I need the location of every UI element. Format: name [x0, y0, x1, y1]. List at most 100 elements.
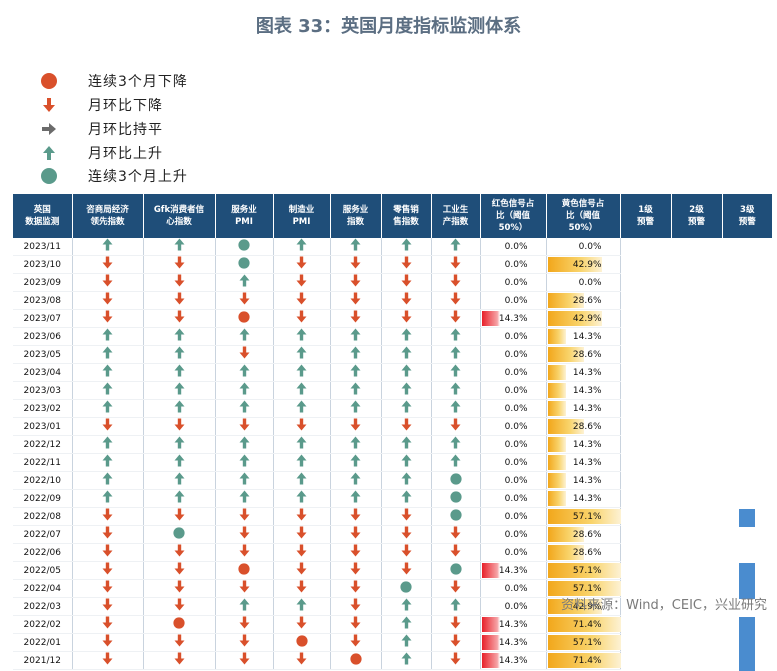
gray-right-arrow-icon — [40, 120, 58, 138]
signal-cell — [72, 400, 143, 418]
green-up-arrow-icon — [102, 472, 113, 489]
red-signal-value: 14.3% — [481, 619, 546, 631]
source-note: 资料来源：Wind，CEIC，兴业研究 — [561, 594, 767, 613]
signal-cell — [330, 562, 381, 580]
signal-cell — [273, 490, 330, 508]
red-circle-icon — [350, 653, 362, 669]
legend-item: 月环比下降 — [40, 95, 163, 115]
green-up-arrow-icon — [174, 490, 185, 507]
yellow-signal-value: 28.6% — [547, 421, 620, 433]
warning-cell — [671, 256, 722, 274]
signal-cell — [330, 544, 381, 562]
signal-cell — [431, 382, 480, 400]
signal-cell — [431, 544, 480, 562]
green-up-arrow-icon — [350, 490, 361, 507]
yellow-signal-value: 42.9% — [547, 313, 620, 325]
red-circle-icon — [238, 311, 250, 327]
green-up-arrow-icon — [401, 346, 412, 363]
red-down-arrow-icon — [450, 274, 461, 291]
warning-cell — [722, 544, 772, 562]
green-up-arrow-icon — [401, 238, 412, 255]
signal-cell — [72, 634, 143, 652]
warning-cell — [722, 328, 772, 346]
signal-cell — [72, 364, 143, 382]
yellow-signal-value: 14.3% — [547, 475, 620, 487]
signal-cell — [381, 328, 431, 346]
signal-cell — [381, 454, 431, 472]
warning-cell — [722, 454, 772, 472]
signal-cell — [273, 256, 330, 274]
red-signal-cell: 14.3% — [480, 562, 546, 580]
yellow-signal-value: 14.3% — [547, 457, 620, 469]
warning-cell — [671, 346, 722, 364]
warning-cell — [620, 562, 671, 580]
signal-cell — [215, 652, 273, 670]
red-down-arrow-icon — [174, 256, 185, 273]
green-up-arrow-icon — [102, 400, 113, 417]
signal-cell — [431, 616, 480, 634]
green-up-arrow-icon — [296, 436, 307, 453]
green-up-arrow-icon — [350, 472, 361, 489]
red-signal-cell: 0.0% — [480, 598, 546, 616]
red-down-arrow-icon — [450, 580, 461, 597]
red-down-arrow-icon — [350, 274, 361, 291]
warning-cell — [722, 382, 772, 400]
legend-label: 连续3个月下降 — [88, 71, 188, 91]
signal-cell — [215, 580, 273, 598]
green-up-arrow-icon — [174, 472, 185, 489]
month-cell: 2022/08 — [13, 508, 72, 526]
green-circle-icon — [450, 491, 462, 507]
red-down-arrow-icon — [350, 292, 361, 309]
warning-cell — [671, 328, 722, 346]
warning-cell — [722, 436, 772, 454]
green-up-arrow-icon — [401, 364, 412, 381]
signal-cell — [72, 562, 143, 580]
signal-cell — [381, 544, 431, 562]
signal-cell — [273, 526, 330, 544]
yellow-signal-value: 57.1% — [547, 583, 620, 595]
signal-cell — [215, 544, 273, 562]
green-up-arrow-icon — [450, 382, 461, 399]
red-down-arrow-icon — [350, 580, 361, 597]
signal-cell — [431, 562, 480, 580]
signal-cell — [143, 454, 215, 472]
signal-cell — [273, 544, 330, 562]
signal-cell — [143, 364, 215, 382]
red-down-arrow-icon — [296, 256, 307, 273]
yellow-signal-value: 28.6% — [547, 295, 620, 307]
red-down-arrow-icon — [174, 652, 185, 669]
warning-cell — [620, 346, 671, 364]
green-up-arrow-icon — [239, 328, 250, 345]
red-signal-cell: 14.3% — [480, 310, 546, 328]
signal-cell — [381, 472, 431, 490]
warning-cell — [722, 292, 772, 310]
signal-cell — [72, 310, 143, 328]
yellow-signal-cell: 42.9% — [546, 256, 620, 274]
green-up-arrow-icon — [401, 436, 412, 453]
green-up-arrow-icon — [174, 364, 185, 381]
warning-cell — [620, 400, 671, 418]
warning-cell — [722, 256, 772, 274]
red-down-arrow-icon — [102, 418, 113, 435]
warning-cell — [671, 454, 722, 472]
red-down-arrow-icon — [350, 418, 361, 435]
signal-cell — [431, 634, 480, 652]
yellow-signal-value: 28.6% — [547, 547, 620, 559]
red-down-arrow-icon — [296, 652, 307, 669]
month-cell: 2023/04 — [13, 364, 72, 382]
red-circle-icon — [40, 72, 58, 90]
signal-cell — [431, 328, 480, 346]
warning-cell — [671, 508, 722, 526]
red-signal-cell: 0.0% — [480, 508, 546, 526]
green-circle-icon — [40, 167, 58, 185]
green-up-arrow-icon — [239, 598, 250, 615]
green-up-arrow-icon — [174, 346, 185, 363]
green-up-arrow-icon — [401, 382, 412, 399]
signal-cell — [72, 454, 143, 472]
signal-cell — [381, 238, 431, 256]
yellow-signal-cell: 0.0% — [546, 238, 620, 256]
green-up-arrow-icon — [174, 454, 185, 471]
